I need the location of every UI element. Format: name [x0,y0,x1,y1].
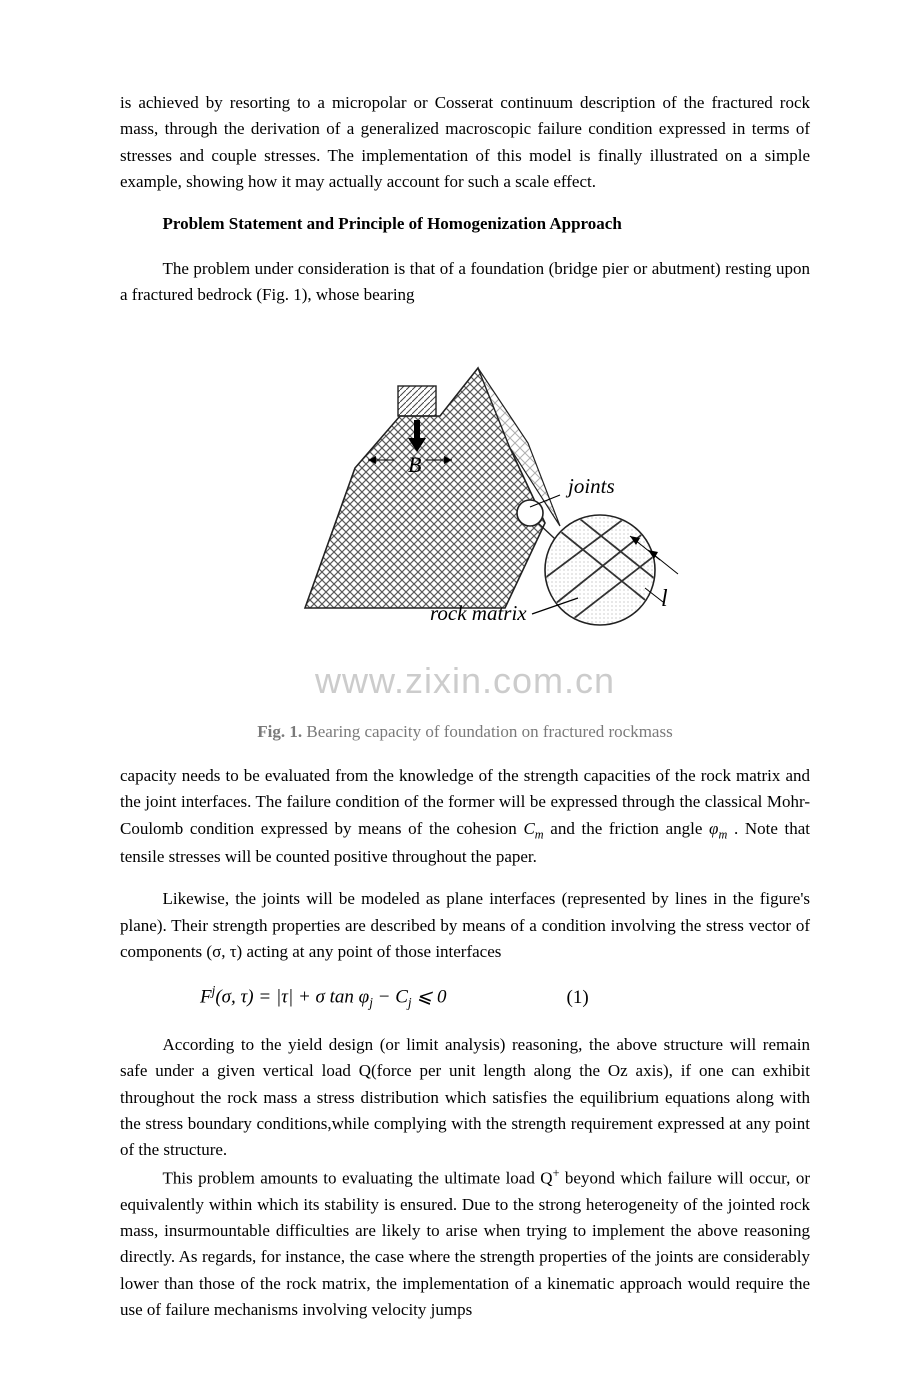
watermark-text: www.zixin.com.cn [120,653,810,709]
equation-1-number: (1) [567,983,589,1012]
equation-1: Fj(σ, τ) = |τ| + σ tan φj − Cj ⩽ 0 (1) [200,981,810,1014]
likewise-paragraph: Likewise, the joints will be modeled as … [120,886,810,965]
figure-1: B joints [120,348,810,744]
figure-1-diagram: B joints [250,348,680,656]
label-joints: joints [565,474,615,498]
this-suffix: beyond which failure will occur, or equi… [120,1168,810,1319]
intro-paragraph: is achieved by resorting to a micropolar… [120,90,810,195]
capacity-paragraph: capacity needs to be evaluated from the … [120,763,810,870]
according-paragraph: According to the yield design (or limit … [120,1032,810,1164]
figure-1-caption: Fig. 1. Bearing capacity of foundation o… [120,719,810,745]
label-l: l [661,586,668,612]
detail-circle: l [540,503,678,633]
figure-caption-text: Bearing capacity of foundation on fractu… [302,722,673,741]
symbol-phim: φm [709,819,727,838]
capacity-mid: and the friction angle [550,819,709,838]
figure-caption-label: Fig. 1. [257,722,302,741]
label-B: B [408,452,421,477]
section-heading: Problem Statement and Principle of Homog… [120,211,810,237]
this-problem-paragraph: This problem amounts to evaluating the u… [120,1164,810,1324]
problem-paragraph: The problem under consideration is that … [120,256,810,309]
this-prefix: This problem amounts to evaluating the u… [163,1168,553,1187]
equation-1-expression: Fj(σ, τ) = |τ| + σ tan φj − Cj ⩽ 0 [200,981,447,1014]
label-rock-matrix: rock matrix [430,601,527,625]
symbol-Cm: Cm [523,819,543,838]
